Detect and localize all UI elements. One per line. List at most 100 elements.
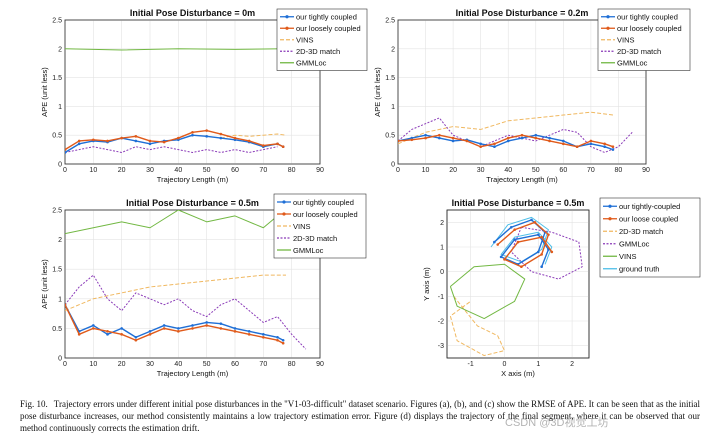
legend-label: VINS (617, 36, 635, 45)
chart-title: Initial Pose Disturbance = 0.2m (456, 8, 589, 18)
legend: our tightly coupled our loosely coupled VI… (273, 193, 367, 259)
y-tick-label: -3 (438, 343, 444, 350)
chart-panel-2: 0 10 20 30 40 50 60 70 80 90 0 0.5 1 1.5 2 2.5 Initial P… (373, 8, 691, 184)
chart-panel-1: 0 10 20 30 40 50 60 70 80 90 0 0.5 1 1.5 2 2.5 Initial P… (40, 8, 368, 184)
x-tick-label: 20 (449, 167, 457, 174)
y-tick-label: 1 (391, 104, 395, 111)
data-point-loose (479, 145, 482, 149)
data-point-tight (451, 139, 455, 143)
data-point-loose (219, 132, 223, 136)
x-axis-label: Trajectory Length (m) (157, 369, 229, 378)
legend-marker-tight (606, 15, 610, 19)
legend-label: VINS (296, 36, 314, 45)
data-point-loose (65, 303, 67, 307)
data-point-tight (536, 250, 540, 254)
data-point-loose (534, 136, 538, 140)
data-point-loose (134, 338, 138, 342)
data-point-loose (276, 142, 279, 146)
data-point-tight (92, 324, 95, 327)
legend-label: our loosely coupled (617, 24, 682, 33)
x-tick-label: -1 (468, 361, 474, 368)
data-point-tight (520, 136, 524, 140)
y-tick-label: 1.5 (385, 75, 395, 82)
chart-title: Initial Pose Disturbance = 0.5m (126, 198, 259, 208)
data-point-loose (162, 140, 166, 144)
data-point-loose (496, 243, 500, 246)
data-point-loose (106, 139, 109, 143)
y-tick-label: 1.5 (52, 267, 62, 274)
data-point-loose (148, 139, 152, 143)
x-axis-label: X axis (m) (501, 369, 535, 378)
data-point-loose (410, 138, 414, 142)
series-line-match (65, 274, 307, 350)
x-axis-label: Trajectory Length (m) (157, 175, 229, 184)
legend-label: GMMLoc (293, 246, 324, 255)
legend-label: GMMLoc (619, 240, 650, 249)
y-tick-label: 2 (58, 237, 62, 244)
data-point-loose (281, 341, 285, 345)
data-point-tight (120, 327, 123, 330)
watermark: CSDN @3D视觉工坊 (505, 417, 609, 429)
legend-marker-tight (608, 204, 612, 208)
data-point-loose (438, 133, 441, 137)
y-tick-label: 0.5 (52, 326, 62, 333)
data-point-loose (120, 333, 123, 336)
x-tick-label: 90 (642, 167, 650, 174)
data-point-loose (262, 335, 265, 339)
series-line-vins (398, 111, 613, 145)
data-point-loose (520, 265, 523, 269)
data-point-loose (516, 240, 520, 244)
y-axis-label: APE (unit less) (373, 67, 382, 117)
data-point-loose (92, 327, 95, 330)
x-tick-label: 30 (146, 167, 154, 174)
legend-label: VINS (619, 252, 637, 261)
series-group (449, 216, 583, 357)
data-point-tight (205, 321, 208, 324)
data-point-tight (276, 335, 279, 339)
legend: our tightly coupled our loosely coupled VI… (597, 8, 691, 71)
data-point-loose (548, 139, 551, 143)
data-point-loose (506, 136, 510, 140)
data-point-loose (513, 228, 516, 232)
y-tick-label: 1.5 (52, 75, 62, 82)
series-line-gmmloc (65, 210, 278, 235)
chart-title: Initial Pose Disturbance = 0m (130, 8, 255, 18)
data-point-tight (506, 139, 510, 143)
x-tick-label: 90 (316, 167, 324, 174)
legend-marker-loose (285, 26, 289, 30)
series-line-vins (220, 133, 287, 139)
data-point-loose (540, 253, 543, 256)
legend-label: 2D-3D match (617, 47, 661, 56)
x-tick-label: 70 (259, 167, 267, 174)
series-group (65, 48, 287, 154)
x-tick-label: 50 (203, 167, 211, 174)
data-point-tight (262, 333, 265, 336)
y-tick-label: 2.5 (52, 208, 62, 215)
x-tick-label: 40 (174, 361, 182, 368)
y-tick-label: 1 (58, 296, 62, 303)
x-tick-label: 70 (259, 361, 267, 368)
y-axis-label: Y axis (m) (422, 267, 431, 301)
plot-area (446, 209, 590, 359)
legend-label: our tightly coupled (293, 198, 354, 207)
data-point-loose (233, 330, 237, 333)
x-tick-label: 0 (503, 361, 507, 368)
data-point-loose (424, 136, 427, 140)
data-point-tight (191, 133, 194, 137)
data-point-tight (509, 225, 513, 229)
chart-panel-3: 0 10 20 30 40 50 60 70 80 90 0 0.5 1 1.5 2 2.5 Initial P… (40, 193, 367, 378)
x-tick-label: 20 (118, 167, 126, 174)
legend-marker-loose (282, 212, 286, 216)
x-tick-label: 1 (536, 361, 540, 368)
series-line-gmmloc (449, 263, 526, 320)
x-tick-label: 10 (89, 167, 97, 174)
data-point-loose (493, 142, 496, 146)
legend: our tightly-coupled our loose coupled 2D-3… (599, 197, 701, 278)
plot-border (64, 19, 321, 165)
legend-label: our tightly coupled (617, 13, 678, 22)
legend: our tightly coupled our loosely coupled VI… (276, 8, 368, 71)
legend-label: our tightly-coupled (619, 202, 680, 211)
data-point-tight (191, 324, 194, 327)
data-point-loose (77, 139, 81, 143)
x-tick-label: 40 (174, 167, 182, 174)
